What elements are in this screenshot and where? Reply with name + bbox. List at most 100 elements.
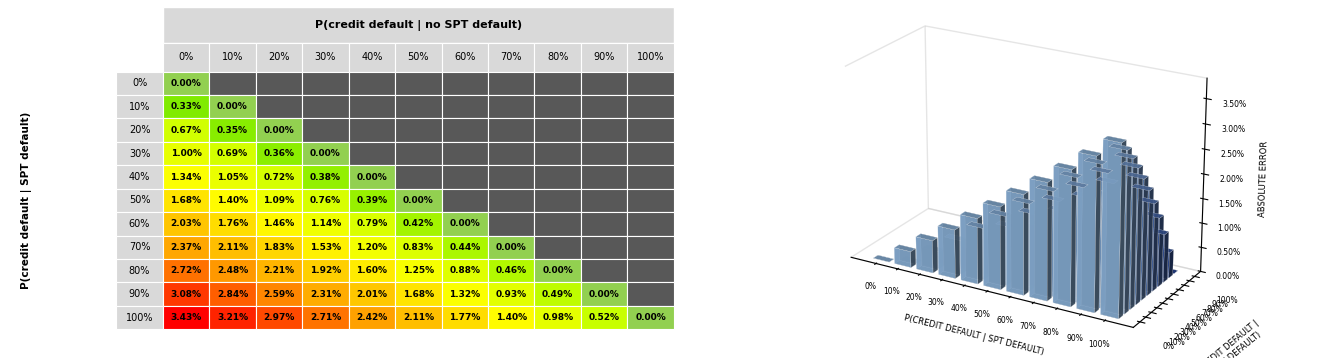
Bar bbox=[209, 142, 256, 165]
Bar bbox=[628, 118, 675, 142]
Bar bbox=[349, 142, 396, 165]
Text: 1.68%: 1.68% bbox=[402, 290, 434, 299]
Text: 60%: 60% bbox=[129, 219, 150, 229]
Bar bbox=[302, 43, 349, 72]
Bar bbox=[396, 95, 441, 118]
Bar bbox=[256, 142, 302, 165]
Bar bbox=[209, 259, 256, 282]
Bar bbox=[256, 118, 302, 142]
Bar bbox=[396, 118, 441, 142]
Text: 2.31%: 2.31% bbox=[310, 290, 341, 299]
Bar bbox=[162, 142, 209, 165]
Bar bbox=[349, 236, 396, 259]
Bar bbox=[117, 165, 162, 189]
Bar bbox=[488, 72, 535, 95]
Bar bbox=[535, 306, 581, 329]
Bar bbox=[441, 306, 488, 329]
Bar bbox=[581, 212, 628, 236]
Text: 0.00%: 0.00% bbox=[217, 102, 248, 111]
Text: 0.00%: 0.00% bbox=[402, 196, 433, 205]
Bar bbox=[488, 142, 535, 165]
Bar bbox=[488, 306, 535, 329]
Text: 30%: 30% bbox=[315, 52, 337, 62]
Text: P(credit default | SPT default): P(credit default | SPT default) bbox=[21, 112, 32, 289]
Bar bbox=[117, 259, 162, 282]
Bar bbox=[628, 306, 675, 329]
Bar bbox=[209, 212, 256, 236]
Bar bbox=[535, 212, 581, 236]
Text: 70%: 70% bbox=[500, 52, 522, 62]
Bar bbox=[302, 306, 349, 329]
Text: 0.88%: 0.88% bbox=[449, 266, 480, 275]
Text: 0.98%: 0.98% bbox=[542, 313, 574, 322]
Bar bbox=[441, 72, 488, 95]
Text: 1.34%: 1.34% bbox=[170, 173, 201, 182]
Bar bbox=[535, 189, 581, 212]
Bar bbox=[349, 95, 396, 118]
Bar bbox=[349, 43, 396, 72]
Bar bbox=[349, 259, 396, 282]
Text: 0.83%: 0.83% bbox=[402, 243, 434, 252]
Text: 0.00%: 0.00% bbox=[170, 79, 201, 88]
Text: 2.21%: 2.21% bbox=[263, 266, 295, 275]
Text: 1.92%: 1.92% bbox=[310, 266, 341, 275]
Bar bbox=[488, 165, 535, 189]
Bar bbox=[396, 165, 441, 189]
Bar bbox=[581, 236, 628, 259]
Bar bbox=[441, 118, 488, 142]
Bar bbox=[488, 236, 535, 259]
Bar bbox=[396, 259, 441, 282]
Bar bbox=[302, 95, 349, 118]
Bar bbox=[162, 165, 209, 189]
Text: 1.20%: 1.20% bbox=[357, 243, 388, 252]
Text: 2.37%: 2.37% bbox=[170, 243, 201, 252]
Bar bbox=[349, 282, 396, 306]
Bar bbox=[535, 165, 581, 189]
Bar bbox=[162, 118, 209, 142]
Text: 0.00%: 0.00% bbox=[589, 290, 620, 299]
Bar bbox=[256, 95, 302, 118]
Bar bbox=[117, 282, 162, 306]
Text: 0.93%: 0.93% bbox=[496, 290, 527, 299]
Text: 0.33%: 0.33% bbox=[170, 102, 201, 111]
Bar bbox=[256, 165, 302, 189]
Bar bbox=[628, 43, 675, 72]
Bar bbox=[162, 259, 209, 282]
Bar bbox=[628, 212, 675, 236]
Text: 0.72%: 0.72% bbox=[263, 173, 295, 182]
Bar bbox=[535, 72, 581, 95]
Text: 10%: 10% bbox=[221, 52, 243, 62]
Text: 1.00%: 1.00% bbox=[170, 149, 201, 158]
Text: 1.68%: 1.68% bbox=[170, 196, 201, 205]
Bar bbox=[302, 72, 349, 95]
Text: 0.39%: 0.39% bbox=[357, 196, 388, 205]
Text: 40%: 40% bbox=[129, 172, 150, 182]
Text: 80%: 80% bbox=[547, 52, 569, 62]
Text: 3.08%: 3.08% bbox=[170, 290, 201, 299]
Bar bbox=[117, 189, 162, 212]
Bar bbox=[162, 7, 675, 43]
Text: 2.97%: 2.97% bbox=[263, 313, 295, 322]
Bar bbox=[117, 72, 162, 95]
Bar bbox=[535, 259, 581, 282]
Bar bbox=[581, 72, 628, 95]
Bar bbox=[488, 212, 535, 236]
Text: 1.46%: 1.46% bbox=[263, 219, 295, 228]
Bar bbox=[302, 282, 349, 306]
Text: 1.83%: 1.83% bbox=[263, 243, 295, 252]
Bar bbox=[256, 72, 302, 95]
Bar bbox=[441, 282, 488, 306]
Text: 0.00%: 0.00% bbox=[542, 266, 573, 275]
Text: 0.69%: 0.69% bbox=[217, 149, 248, 158]
Text: 50%: 50% bbox=[129, 195, 150, 205]
Bar bbox=[302, 142, 349, 165]
Bar bbox=[209, 282, 256, 306]
Text: 1.40%: 1.40% bbox=[496, 313, 527, 322]
Text: 3.43%: 3.43% bbox=[170, 313, 201, 322]
Text: P(credit default | no SPT default): P(credit default | no SPT default) bbox=[315, 20, 522, 30]
Text: 0.00%: 0.00% bbox=[636, 313, 666, 322]
Text: 2.71%: 2.71% bbox=[310, 313, 341, 322]
Bar bbox=[117, 212, 162, 236]
Bar bbox=[441, 165, 488, 189]
Bar bbox=[117, 142, 162, 165]
